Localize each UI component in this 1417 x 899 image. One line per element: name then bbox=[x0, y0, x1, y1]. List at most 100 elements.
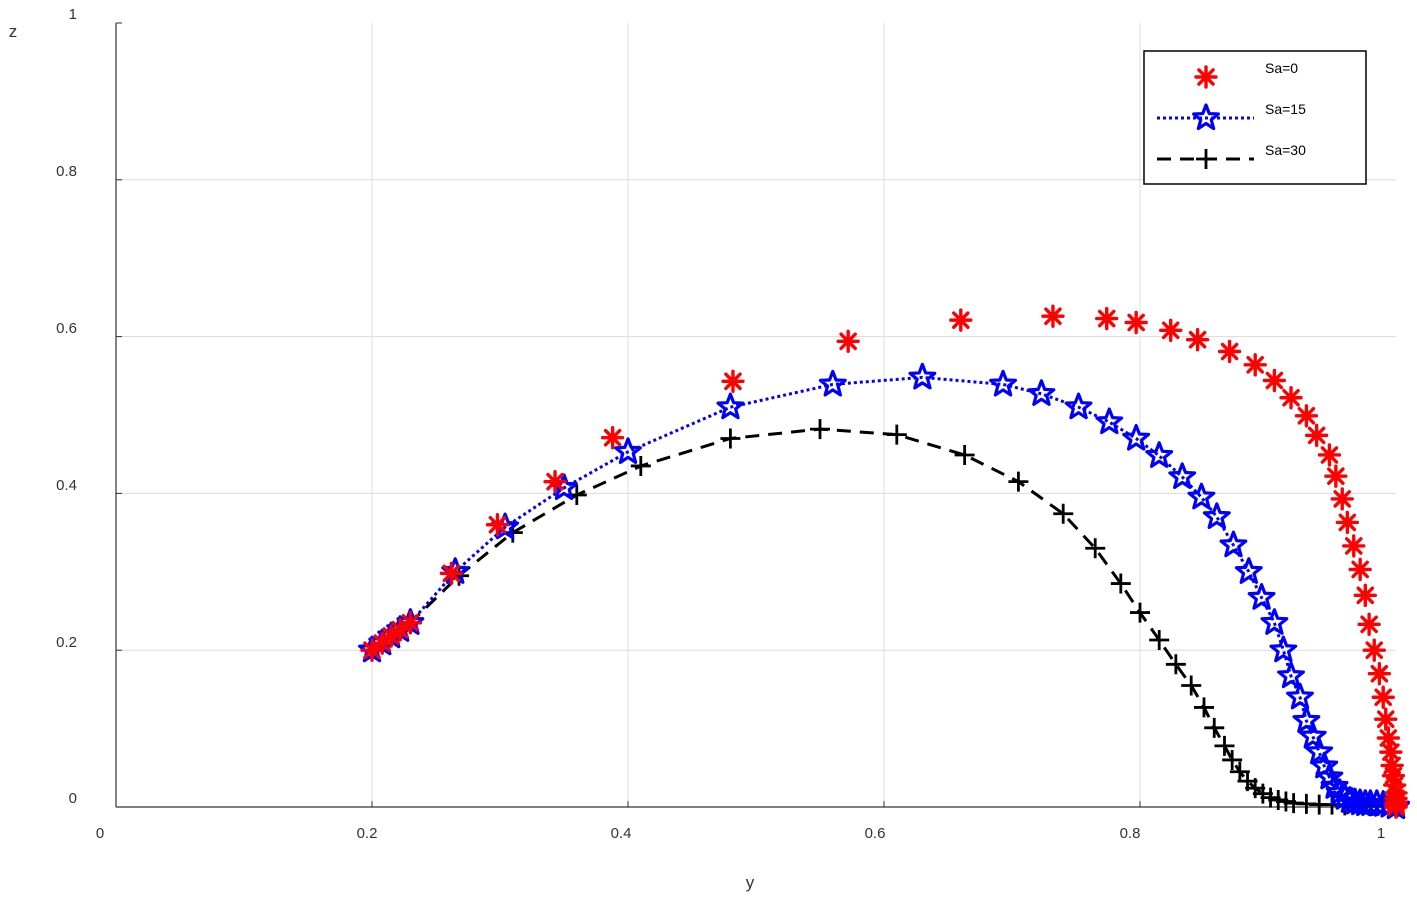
data-point bbox=[439, 561, 464, 586]
legend-marker bbox=[1192, 103, 1220, 131]
y-tick-label: 0 bbox=[69, 790, 77, 807]
data-point bbox=[1379, 740, 1403, 764]
data-point bbox=[836, 329, 860, 354]
data-point bbox=[360, 638, 384, 662]
data-point bbox=[908, 362, 937, 390]
legend-item-sa-15: Sa=15 bbox=[1157, 101, 1306, 131]
legend-item-sa-0: Sa=0 bbox=[1194, 60, 1298, 89]
data-point bbox=[388, 618, 412, 642]
data-point bbox=[1234, 557, 1263, 584]
data-point bbox=[1353, 583, 1377, 608]
data-point bbox=[1202, 502, 1231, 530]
y-tick-label: 0.2 bbox=[56, 634, 77, 651]
data-point bbox=[1165, 654, 1186, 675]
data-point bbox=[1122, 423, 1151, 451]
data-point bbox=[1247, 583, 1276, 610]
data-point bbox=[1376, 726, 1401, 750]
data-point bbox=[1194, 697, 1214, 718]
data-point bbox=[1145, 441, 1174, 468]
data-point bbox=[1064, 392, 1093, 420]
data-point bbox=[1095, 306, 1119, 331]
y-tick-label: 1 bbox=[69, 6, 77, 23]
grid bbox=[116, 23, 1396, 807]
legend-marker bbox=[1196, 149, 1216, 169]
data-point bbox=[1243, 353, 1267, 377]
data-point bbox=[1159, 318, 1183, 343]
data-point bbox=[818, 369, 847, 397]
data-point bbox=[1185, 328, 1210, 352]
data-point bbox=[1187, 482, 1216, 510]
x-tick-label: 0 bbox=[96, 825, 104, 842]
data-point bbox=[1085, 538, 1106, 559]
data-point bbox=[1317, 443, 1342, 467]
data-point bbox=[1168, 462, 1197, 490]
data-point bbox=[886, 424, 907, 445]
series-sa-0 bbox=[360, 304, 1408, 819]
x-tick-label: 0.8 bbox=[1120, 825, 1141, 842]
data-point bbox=[1214, 735, 1235, 756]
data-point bbox=[721, 369, 745, 393]
data-point bbox=[1304, 423, 1329, 448]
axes bbox=[115, 22, 1397, 808]
data-point bbox=[1277, 661, 1305, 689]
y-tick-label: 0.8 bbox=[56, 163, 77, 180]
data-point bbox=[1181, 675, 1202, 696]
data-point bbox=[1222, 749, 1243, 770]
data-point bbox=[1260, 608, 1289, 635]
data-point bbox=[1204, 717, 1225, 738]
data-point bbox=[1130, 602, 1150, 623]
legend-label: Sa=15 bbox=[1265, 101, 1306, 117]
data-point bbox=[1298, 721, 1327, 749]
x-axis-label: y bbox=[746, 873, 755, 892]
data-point bbox=[1342, 534, 1366, 558]
x-tick-label: 0.6 bbox=[865, 825, 886, 842]
data-point bbox=[1330, 487, 1354, 511]
x-tick-label: 0.2 bbox=[357, 825, 378, 842]
data-point bbox=[1149, 630, 1170, 651]
data-point bbox=[989, 369, 1017, 397]
data-point bbox=[1367, 662, 1392, 686]
data-point bbox=[1124, 310, 1148, 335]
data-point bbox=[1374, 707, 1398, 731]
legend-item-sa-30: Sa=30 bbox=[1157, 142, 1306, 169]
data-point bbox=[1292, 706, 1321, 733]
data-point bbox=[600, 426, 625, 450]
y-axis-label: z bbox=[9, 22, 18, 41]
data-point bbox=[720, 428, 741, 449]
data-point bbox=[370, 631, 394, 655]
data-point bbox=[379, 624, 403, 648]
data-point bbox=[1053, 503, 1074, 524]
data-point bbox=[485, 513, 510, 537]
legend-marker bbox=[1194, 65, 1218, 89]
data-point bbox=[1008, 471, 1029, 492]
data-point bbox=[1219, 530, 1248, 558]
data-point bbox=[1286, 682, 1314, 710]
data-point bbox=[1110, 573, 1131, 594]
series-sa-15 bbox=[358, 362, 1410, 820]
data-point bbox=[1362, 638, 1386, 662]
data-point bbox=[630, 455, 651, 476]
tick-labels: 0 0.2 0.4 0.6 0.8 1 0 0.2 0.4 0.6 0.8 1 bbox=[56, 6, 1385, 842]
y-tick-label: 0.4 bbox=[56, 477, 77, 494]
x-tick-label: 1 bbox=[1377, 825, 1385, 842]
data-point bbox=[1262, 368, 1287, 393]
data-point bbox=[954, 444, 975, 465]
data-point bbox=[1324, 464, 1348, 488]
data-point bbox=[614, 437, 642, 464]
data-point bbox=[1305, 737, 1334, 765]
data-point bbox=[1371, 685, 1395, 709]
data-point bbox=[1357, 612, 1381, 637]
data-point bbox=[1348, 557, 1372, 582]
data-point bbox=[1279, 386, 1303, 410]
data-point bbox=[716, 392, 745, 420]
x-tick-label: 0.4 bbox=[611, 825, 632, 842]
legend-label: Sa=30 bbox=[1265, 142, 1306, 158]
data-point bbox=[949, 308, 973, 332]
data-point bbox=[1384, 795, 1408, 819]
legend-label: Sa=0 bbox=[1265, 60, 1298, 76]
plot-series bbox=[358, 304, 1410, 820]
data-point bbox=[1294, 404, 1319, 428]
data-point bbox=[398, 611, 423, 635]
y-tick-label: 0.6 bbox=[56, 320, 77, 337]
